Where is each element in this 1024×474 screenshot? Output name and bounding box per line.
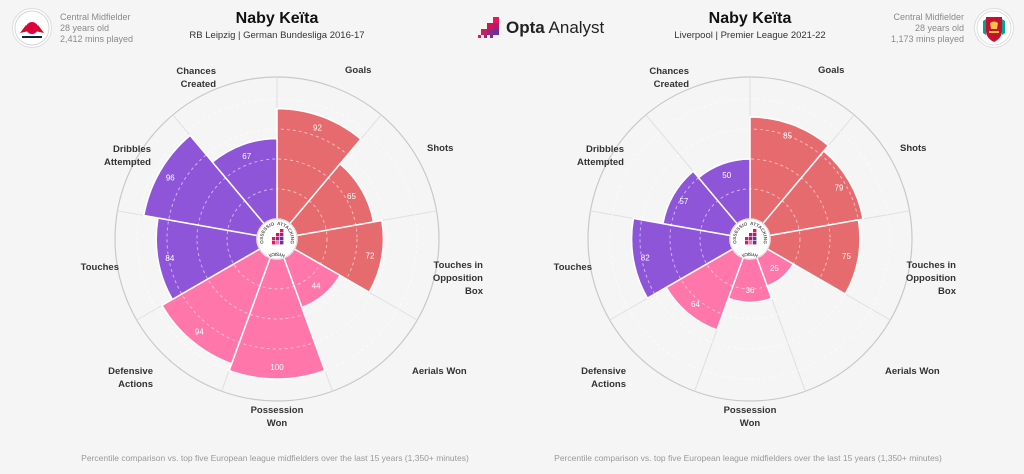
center-logo-block <box>280 237 284 241</box>
center-logo-block <box>745 241 749 245</box>
category-label: Touches <box>81 262 119 273</box>
category-label: Chances Created <box>649 66 689 90</box>
grid-ring <box>609 98 891 380</box>
value-label: 64 <box>691 300 700 309</box>
grid-ring <box>226 188 328 290</box>
category-label: Aerials Won <box>885 366 940 377</box>
value-label: 72 <box>366 251 375 260</box>
right-player-minutes: 1,173 mins played <box>890 34 964 44</box>
grid-ring <box>699 188 801 290</box>
opta-analyst-logo: Opta Analyst <box>478 16 604 40</box>
center-logo-block <box>745 237 749 241</box>
brand-analyst: Analyst <box>544 18 605 37</box>
right-footnote: Percentile comparison vs. top five Europ… <box>554 453 942 463</box>
left-player-name: Naby Keïta <box>235 10 319 27</box>
right-radar-chart: 857975253664825750POSSESSIONATTACKINGPHY… <box>510 40 957 429</box>
category-label: Possession Won <box>251 405 304 429</box>
left-player-position: Central Midfielder <box>60 12 131 22</box>
right-player-subtitle: Liverpool | Premier League 2021-22 <box>674 30 826 41</box>
left-player-meta: Central Midfielder 28 years old 2,412 mi… <box>60 12 133 45</box>
right-player-title: Naby Keïta Liverpool | Premier League 20… <box>620 10 880 41</box>
category-label: Goals <box>345 65 371 76</box>
value-label: 57 <box>679 197 688 206</box>
grid-ring <box>166 128 388 350</box>
center-logo-block <box>753 237 757 241</box>
opta-logo-icon <box>478 17 499 38</box>
center-logo-block <box>272 237 276 241</box>
center-logo-block <box>280 241 284 245</box>
grid-ring <box>669 158 831 320</box>
value-label: 75 <box>842 252 851 261</box>
value-label: 82 <box>641 253 650 262</box>
category-label: Chances Created <box>176 66 216 90</box>
value-label: 44 <box>312 282 321 291</box>
right-player-meta: Central Midfielder 28 years old 1,173 mi… <box>891 12 964 45</box>
grid-ring <box>196 158 358 320</box>
category-label: Touches in Opposition Box <box>906 260 957 297</box>
category-label: Defensive Actions <box>581 366 626 390</box>
value-label: 36 <box>746 286 755 295</box>
center-logo-block <box>749 237 753 241</box>
center-logo-block <box>276 233 280 237</box>
center-logo-block <box>749 241 753 245</box>
left-player-age: 28 years old <box>60 23 110 33</box>
value-label: 94 <box>195 328 204 337</box>
center-logo-block <box>749 233 753 237</box>
value-label: 85 <box>783 132 792 141</box>
rb-leipzig-badge <box>12 8 52 48</box>
brand-opta: Opta <box>506 18 545 37</box>
center-logo-block <box>276 241 280 245</box>
center-logo-block <box>753 233 757 237</box>
value-label: 25 <box>770 264 779 273</box>
center-logo-block <box>272 241 276 245</box>
center-logo-block <box>276 237 280 241</box>
category-label: Possession Won <box>724 405 777 429</box>
grid-ring <box>136 98 418 380</box>
value-label: 50 <box>722 171 731 180</box>
left-player-subtitle: RB Leipzig | German Bundesliga 2016-17 <box>189 30 365 41</box>
category-label: Dribbles Attempted <box>104 144 151 168</box>
value-label: 79 <box>835 184 844 193</box>
center-logo-block <box>280 229 284 233</box>
value-label: 100 <box>270 363 284 372</box>
left-player-title: Naby Keïta RB Leipzig | German Bundeslig… <box>147 10 407 41</box>
center-logo-block <box>280 233 284 237</box>
category-label: Shots <box>427 143 453 154</box>
center-logo-block <box>753 241 757 245</box>
category-label: Shots <box>900 143 926 154</box>
category-label: Touches in Opposition Box <box>433 260 484 297</box>
category-label: Goals <box>818 65 844 76</box>
left-player-minutes: 2,412 mins played <box>60 34 134 44</box>
value-label: 67 <box>242 152 251 161</box>
category-label: Touches <box>554 262 592 273</box>
right-player-position: Central Midfielder <box>893 12 964 22</box>
value-label: 92 <box>313 124 322 133</box>
category-label: Aerials Won <box>412 366 467 377</box>
category-label: Dribbles Attempted <box>577 144 624 168</box>
grid-ring <box>639 128 861 350</box>
value-label: 84 <box>165 254 174 263</box>
right-player-age: 28 years old <box>914 23 964 33</box>
liverpool-badge <box>974 8 1014 48</box>
value-label: 96 <box>166 173 175 182</box>
left-footnote: Percentile comparison vs. top five Europ… <box>81 453 469 463</box>
center-logo-block <box>753 229 757 233</box>
right-player-name: Naby Keïta <box>708 10 792 27</box>
left-radar-chart: 9265724410094849667POSSESSIONATTACKINGPH… <box>37 40 484 429</box>
value-label: 65 <box>347 192 356 201</box>
category-label: Defensive Actions <box>108 366 153 390</box>
